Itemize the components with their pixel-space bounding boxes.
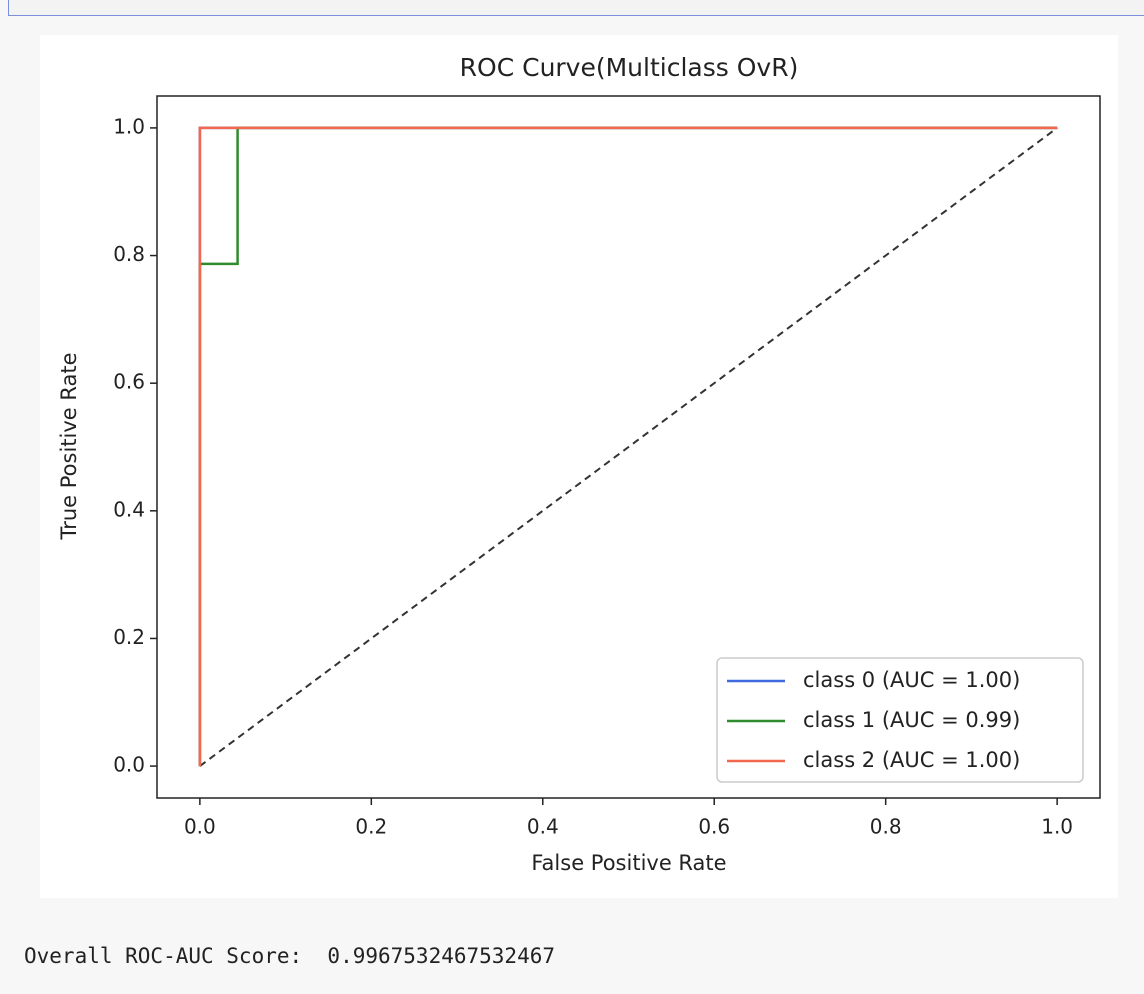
y-tick-label: 0.2: [113, 625, 145, 649]
diagonal-line: [199, 127, 1058, 767]
chart-title: ROC Curve(Multiclass OvR): [460, 53, 799, 82]
x-tick-label: 0.8: [870, 815, 902, 839]
x-axis-label: False Positive Rate: [531, 851, 726, 875]
legend-label: class 2 (AUC = 1.00): [803, 748, 1020, 772]
y-axis-label: True Positive Rate: [57, 352, 81, 540]
y-tick-label: 0.4: [113, 497, 145, 521]
x-tick-label: 1.0: [1041, 815, 1073, 839]
y-tick-label: 0.6: [113, 370, 145, 394]
x-tick-label: 0.2: [355, 815, 387, 839]
roc-line: [198, 126, 1058, 767]
x-tick-label: 0.4: [527, 815, 559, 839]
y-tick-label: 0.0: [113, 753, 145, 777]
cell-border: [8, 0, 1144, 16]
legend-box: [716, 657, 1084, 783]
legend-label: class 0 (AUC = 1.00): [803, 668, 1020, 692]
y-tick-label: 1.0: [113, 114, 145, 138]
x-tick-label: 0.6: [698, 815, 730, 839]
plot-frame: [156, 95, 1101, 799]
legend-label: class 1 (AUC = 0.99): [803, 708, 1020, 732]
chart: ROC Curve(Multiclass OvR) False Positive…: [40, 35, 1118, 898]
y-tick-label: 0.8: [113, 242, 145, 266]
x-tick-label: 0.0: [184, 815, 216, 839]
output-text: Overall ROC-AUC Score: 0.996753246753246…: [24, 944, 556, 968]
